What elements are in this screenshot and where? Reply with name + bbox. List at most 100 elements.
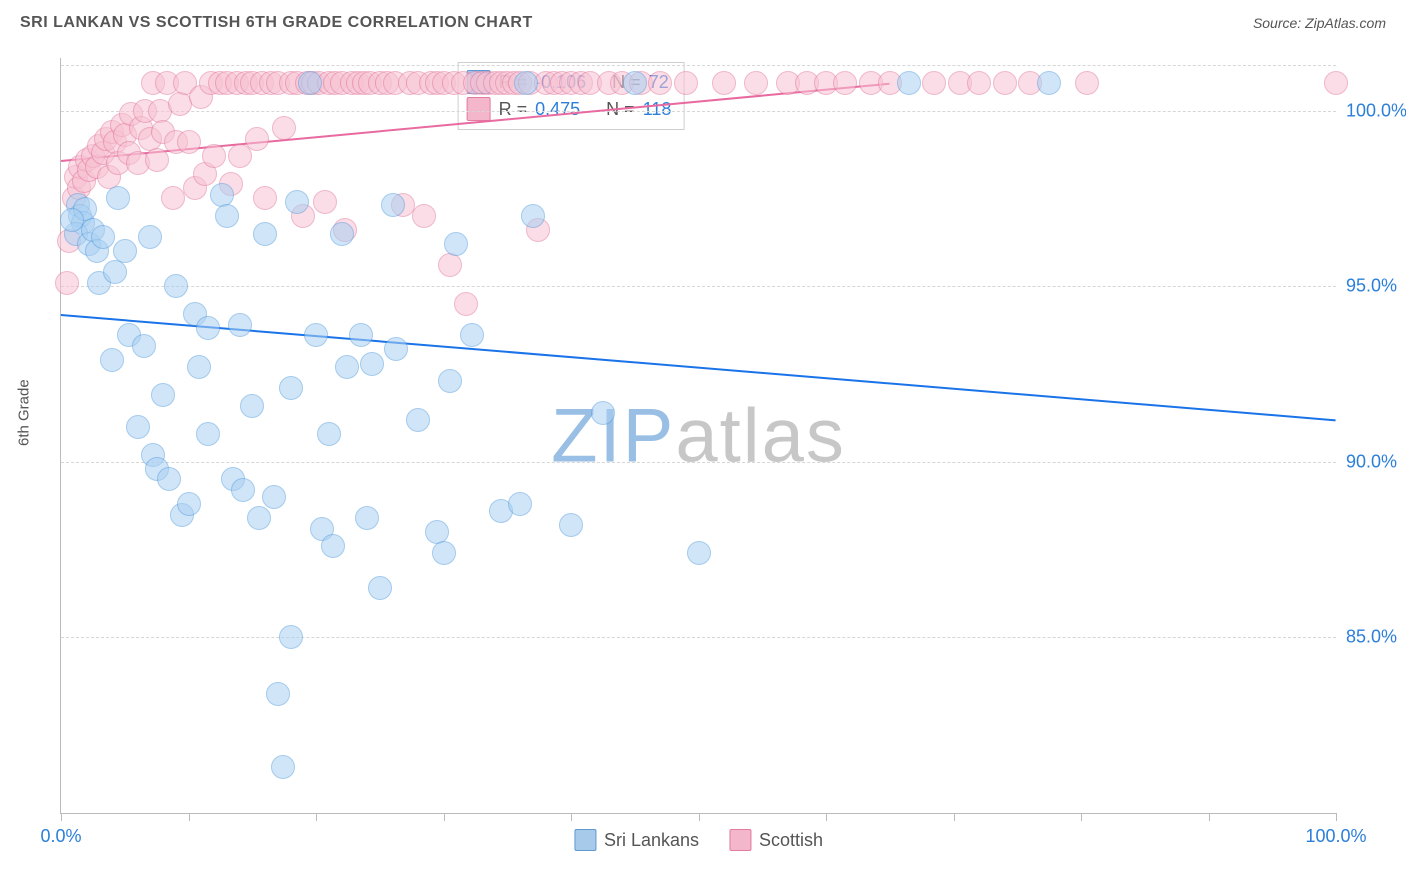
scatter-plot: ZIPatlas R = -0.106 N = 72 R = 0.475 N =… [60, 58, 1336, 814]
point-scottish [202, 144, 226, 168]
x-tick [826, 813, 827, 821]
point-sri-lankan [106, 186, 130, 210]
point-sri-lankan [240, 394, 264, 418]
point-sri-lankan [285, 190, 309, 214]
point-sri-lankan [349, 323, 373, 347]
point-sri-lankan [304, 323, 328, 347]
chart-title: SRI LANKAN VS SCOTTISH 6TH GRADE CORRELA… [20, 14, 533, 32]
point-scottish [253, 186, 277, 210]
point-scottish [145, 148, 169, 172]
point-sri-lankan [687, 541, 711, 565]
point-scottish [438, 253, 462, 277]
point-sri-lankan [623, 71, 647, 95]
point-scottish [744, 71, 768, 95]
x-tick [189, 813, 190, 821]
point-sri-lankan [253, 222, 277, 246]
point-sri-lankan [559, 513, 583, 537]
point-sri-lankan [360, 352, 384, 376]
point-sri-lankan [1037, 71, 1061, 95]
point-sri-lankan [317, 422, 341, 446]
x-tick [444, 813, 445, 821]
point-sri-lankan [215, 204, 239, 228]
point-scottish [993, 71, 1017, 95]
point-sri-lankan [164, 274, 188, 298]
gridline [61, 462, 1336, 463]
point-scottish [833, 71, 857, 95]
point-sri-lankan [279, 625, 303, 649]
point-scottish [168, 92, 192, 116]
x-tick [1081, 813, 1082, 821]
point-scottish [1324, 71, 1348, 95]
point-sri-lankan [100, 348, 124, 372]
x-tick [954, 813, 955, 821]
point-sri-lankan [444, 232, 468, 256]
point-sri-lankan [335, 355, 359, 379]
point-scottish [967, 71, 991, 95]
legend-swatch [574, 829, 596, 851]
point-sri-lankan [113, 239, 137, 263]
point-scottish [454, 292, 478, 316]
gridline [61, 65, 1336, 66]
point-sri-lankan [103, 260, 127, 284]
point-scottish [313, 190, 337, 214]
point-sri-lankan [210, 183, 234, 207]
point-scottish [412, 204, 436, 228]
point-scottish [245, 127, 269, 151]
gridline [61, 637, 1336, 638]
point-sri-lankan [508, 492, 532, 516]
x-tick [1209, 813, 1210, 821]
point-sri-lankan [521, 204, 545, 228]
legend-label: Scottish [759, 830, 823, 851]
point-sri-lankan [381, 193, 405, 217]
point-sri-lankan [247, 506, 271, 530]
gridline [61, 286, 1336, 287]
point-scottish [712, 71, 736, 95]
point-scottish [177, 130, 201, 154]
x-tick [1336, 813, 1337, 821]
point-sri-lankan [177, 492, 201, 516]
point-sri-lankan [460, 323, 484, 347]
x-tick-label: 0.0% [40, 826, 81, 847]
point-sri-lankan [355, 506, 379, 530]
source-label: Source: ZipAtlas.com [1253, 15, 1386, 31]
y-axis-label: 6th Grade [16, 379, 33, 446]
point-sri-lankan [438, 369, 462, 393]
point-sri-lankan [279, 376, 303, 400]
point-sri-lankan [91, 225, 115, 249]
point-sri-lankan [262, 485, 286, 509]
point-sri-lankan [897, 71, 921, 95]
point-sri-lankan [196, 422, 220, 446]
point-scottish [674, 71, 698, 95]
point-sri-lankan [591, 401, 615, 425]
point-scottish [648, 71, 672, 95]
point-sri-lankan [514, 71, 538, 95]
legend-label: Sri Lankans [604, 830, 699, 851]
x-tick-label: 100.0% [1305, 826, 1366, 847]
point-sri-lankan [228, 313, 252, 337]
x-tick [316, 813, 317, 821]
point-sri-lankan [406, 408, 430, 432]
legend-item: Sri Lankans [574, 829, 699, 851]
point-scottish [55, 271, 79, 295]
point-sri-lankan [298, 71, 322, 95]
gridline [61, 111, 1336, 112]
point-sri-lankan [132, 334, 156, 358]
point-scottish [1075, 71, 1099, 95]
y-tick-label: 85.0% [1346, 627, 1397, 648]
point-sri-lankan [126, 415, 150, 439]
y-tick-label: 100.0% [1346, 100, 1406, 121]
point-sri-lankan [157, 467, 181, 491]
point-sri-lankan [384, 337, 408, 361]
point-sri-lankan [196, 316, 220, 340]
point-sri-lankan [187, 355, 211, 379]
point-sri-lankan [231, 478, 255, 502]
legend: Sri Lankans Scottish [574, 829, 823, 851]
x-tick [571, 813, 572, 821]
legend-swatch [729, 829, 751, 851]
point-sri-lankan [330, 222, 354, 246]
x-tick [61, 813, 62, 821]
point-sri-lankan [321, 534, 345, 558]
y-tick-label: 90.0% [1346, 451, 1397, 472]
point-sri-lankan [151, 383, 175, 407]
point-scottish [272, 116, 296, 140]
